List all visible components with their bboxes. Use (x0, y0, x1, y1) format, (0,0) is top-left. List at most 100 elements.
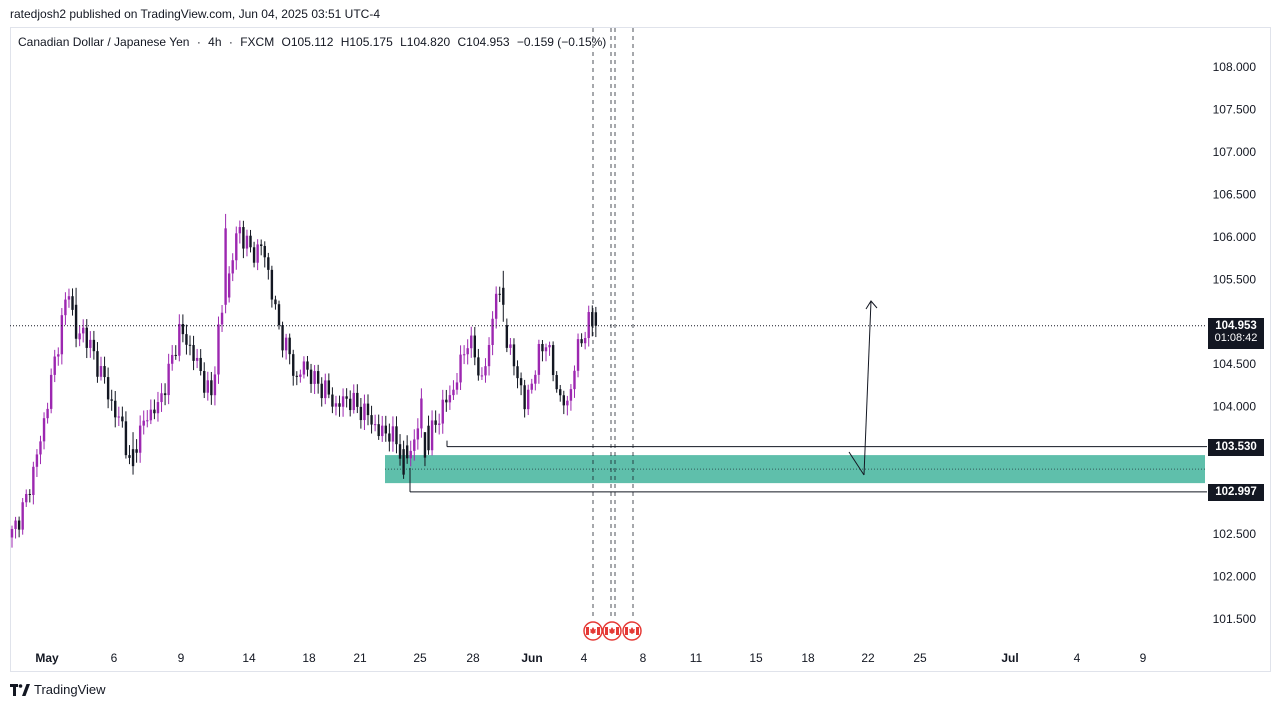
interval-label[interactable]: 4h (208, 35, 222, 49)
candle (128, 445, 131, 465)
demand-zone[interactable] (385, 440, 1207, 493)
candle-body (256, 244, 259, 263)
candle (544, 343, 548, 362)
candle (487, 337, 491, 376)
candle-body (313, 371, 316, 384)
candle (17, 516, 21, 538)
candle-body (74, 304, 78, 339)
candle (281, 321, 284, 358)
candle-body (370, 415, 373, 425)
candle (71, 288, 74, 316)
candle (284, 333, 288, 360)
candle-body (527, 389, 530, 410)
event-markers[interactable] (583, 621, 642, 641)
candle-body (213, 374, 217, 396)
candle-body (114, 400, 117, 418)
candle (470, 326, 473, 358)
candle-body (117, 416, 120, 418)
high-value: H105.175 (340, 35, 393, 49)
candle-body (281, 325, 284, 351)
candlestick-series (10, 213, 598, 548)
candle-body (203, 370, 206, 393)
candle (452, 380, 455, 400)
candle-body (562, 395, 565, 406)
time-tick-label: 21 (353, 651, 367, 665)
candle (185, 324, 188, 355)
candle-body (192, 345, 195, 361)
candle (594, 306, 598, 338)
candle (299, 369, 302, 383)
candle-body (544, 347, 548, 352)
candle-body (292, 354, 295, 376)
candle (356, 384, 359, 414)
symbol-legend[interactable]: Canadian Dollar / Japanese Yen · 4h · FX… (18, 35, 610, 49)
candle (388, 423, 391, 452)
chart-frame[interactable] (10, 27, 1271, 672)
zone-bottom-value: 102.997 (1215, 486, 1257, 498)
candle-body (224, 228, 227, 305)
candle (160, 383, 163, 412)
candle-body (583, 338, 587, 344)
candle (324, 373, 327, 405)
projection-leg (848, 451, 865, 476)
candle-body (284, 337, 288, 351)
candle (21, 498, 24, 535)
candle (391, 416, 395, 452)
time-tick-label: May (35, 651, 59, 665)
candle (313, 365, 316, 395)
candle-body (82, 327, 85, 334)
candle-body (185, 334, 188, 345)
time-tick-label: 4 (1074, 651, 1081, 665)
candle (405, 435, 409, 464)
candle (217, 316, 220, 384)
candle (171, 345, 174, 371)
candle-body (569, 389, 573, 401)
candle-body (32, 466, 35, 496)
candle-body (537, 343, 541, 375)
candle (363, 394, 366, 431)
candle-body (210, 380, 213, 396)
candle-body (509, 344, 512, 348)
candle-body (594, 312, 598, 326)
symbol-name[interactable]: Canadian Dollar / Japanese Yen (18, 35, 190, 49)
time-axis[interactable]: May 6 9 14 18 21 25 28 Jun 4 8 11 15 18 22 25 Jul 4 9 (35, 651, 1146, 665)
candle (188, 335, 192, 356)
candle-body (377, 424, 380, 437)
candle (153, 399, 156, 420)
candle-body (373, 424, 377, 426)
candle-body (420, 398, 423, 429)
candle-body (316, 371, 320, 384)
candle-body (477, 357, 480, 376)
candle (559, 384, 562, 402)
price-line-and-projection[interactable] (10, 300, 1207, 476)
candle-body (327, 380, 331, 395)
candle-body (206, 380, 209, 393)
canada-flag-event-icon (622, 621, 642, 641)
candle (32, 461, 35, 505)
candle-body (591, 312, 594, 327)
candle (206, 371, 209, 401)
candle (576, 333, 580, 378)
candle-body (580, 339, 583, 344)
candle (491, 311, 494, 356)
candle (551, 341, 555, 382)
candle-body (430, 420, 434, 451)
candle (455, 373, 459, 395)
candle-body (199, 357, 202, 371)
price-tick-label: 102.500 (1213, 527, 1257, 541)
candle-body (491, 318, 494, 345)
time-tick-label: 14 (242, 651, 256, 665)
candle-body (188, 344, 192, 346)
candle (434, 410, 437, 433)
price-axis[interactable]: 108.000 107.500 107.000 106.500 106.000 105.5… (1213, 60, 1257, 626)
tradingview-brand[interactable]: TradingView (10, 682, 106, 697)
candle-body (67, 296, 71, 300)
candle-body (299, 374, 302, 377)
candle-body (267, 257, 270, 270)
candle-body (548, 345, 551, 348)
candle-body (238, 227, 242, 234)
candle (331, 387, 334, 414)
candle (82, 319, 85, 343)
candle (213, 366, 217, 406)
